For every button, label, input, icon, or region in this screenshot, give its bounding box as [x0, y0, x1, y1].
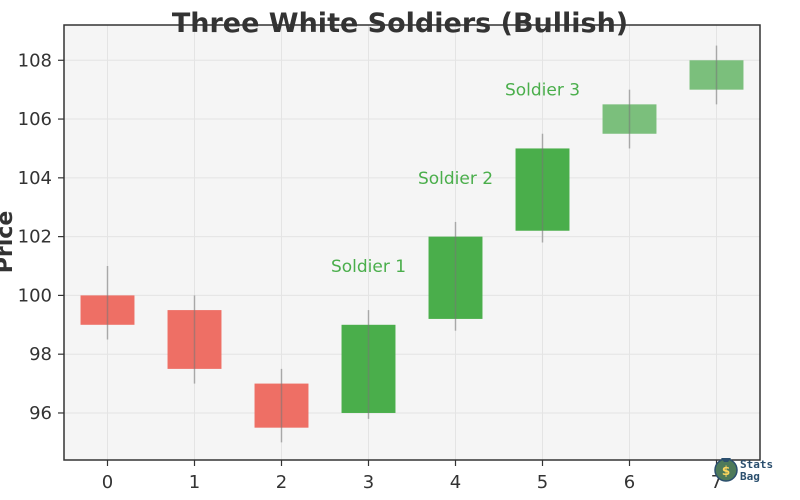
annotation-label: Soldier 1: [331, 257, 406, 277]
y-axis: 96 98 100 102 104 106 108: [18, 50, 64, 424]
x-tick-label: 4: [450, 472, 461, 493]
watermark: $ Stats Bag: [714, 458, 773, 483]
x-tick-label: 7: [711, 472, 722, 493]
x-axis: 0 1 2 3 4 5 6 7: [102, 460, 722, 493]
x-tick-label: 0: [102, 472, 113, 493]
svg-text:$: $: [722, 464, 730, 478]
annotations-layer: Soldier 1 Soldier 2 Soldier 3: [331, 81, 580, 277]
y-tick-label: 98: [29, 344, 52, 365]
x-tick-label: 3: [363, 472, 374, 493]
x-tick-label: 5: [537, 472, 548, 493]
money-bag-icon: $: [714, 458, 738, 482]
y-tick-label: 100: [18, 285, 52, 306]
plot-frame: [63, 24, 761, 461]
x-tick-label: 1: [189, 472, 200, 493]
watermark-line2: Bag: [740, 470, 760, 483]
plot-background: [64, 25, 760, 460]
y-tick-label: 108: [18, 50, 52, 71]
annotation-label: Soldier 2: [418, 169, 493, 189]
y-tick-label: 102: [18, 227, 52, 248]
candles-layer: [80, 45, 744, 443]
chart-title: Three White Soldiers (Bullish): [172, 8, 628, 39]
y-axis-label: Price: [0, 211, 18, 273]
y-tick-label: 96: [29, 403, 52, 424]
x-tick-label: 2: [276, 472, 287, 493]
y-tick-label: 106: [18, 109, 52, 130]
x-tick-label: 6: [624, 472, 635, 493]
y-tick-label: 104: [18, 168, 52, 189]
annotation-label: Soldier 3: [505, 81, 580, 101]
watermark-line1: Stats: [740, 458, 773, 471]
